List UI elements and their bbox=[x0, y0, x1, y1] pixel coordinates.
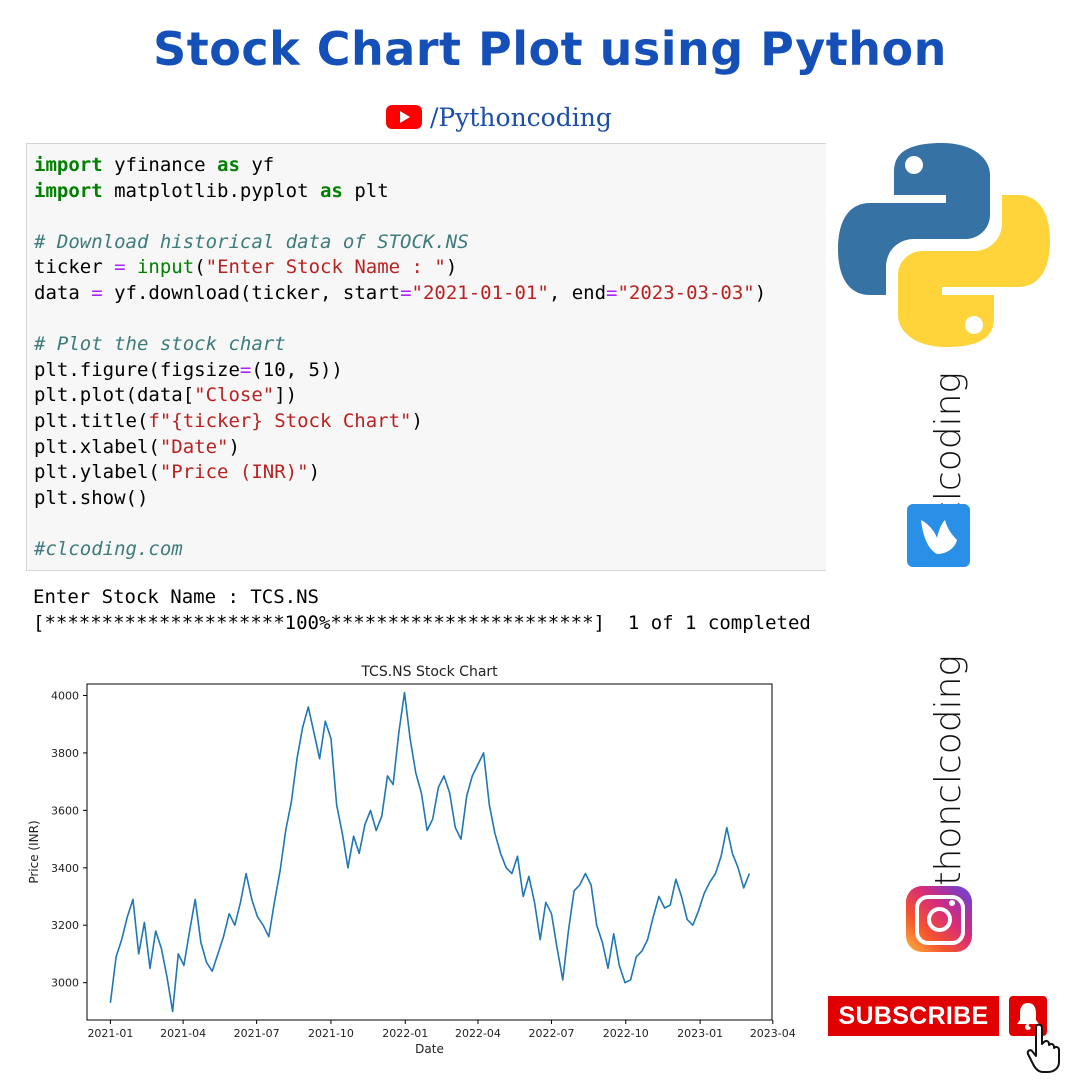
y-tick-label: 3800 bbox=[51, 747, 79, 760]
page-title: Stock Chart Plot using Python bbox=[153, 22, 947, 76]
code-line: import yfinance as yf bbox=[34, 154, 275, 176]
code-line: #clcoding.com bbox=[34, 537, 183, 560]
code-line: plt.ylabel("Price (INR)") bbox=[34, 461, 321, 484]
code-line: # Plot the stock chart bbox=[34, 333, 286, 356]
y-tick-label: 3200 bbox=[51, 919, 79, 932]
code-line: ticker = input("Enter Stock Name : ") bbox=[34, 256, 458, 279]
input-prompt-line: Enter Stock Name : TCS.NS bbox=[33, 586, 319, 608]
x-tick-label: 2022-07 bbox=[528, 1027, 574, 1040]
code-line: plt.figure(figsize=(10, 5)) bbox=[34, 358, 343, 381]
code-line: plt.show() bbox=[34, 486, 149, 509]
y-tick-label: 3600 bbox=[51, 804, 79, 817]
code-line: plt.title(f"{ticker} Stock Chart") bbox=[34, 409, 423, 432]
x-tick-label: 2022-01 bbox=[382, 1027, 428, 1040]
x-tick-label: 2021-04 bbox=[160, 1027, 206, 1040]
y-tick-label: 3000 bbox=[51, 977, 79, 990]
x-tick-label: 2021-10 bbox=[308, 1027, 354, 1040]
x-tick-label: 2022-04 bbox=[455, 1027, 501, 1040]
y-tick-label: 3400 bbox=[51, 862, 79, 875]
x-axis-label: Date bbox=[415, 1042, 444, 1056]
instagram-icon[interactable] bbox=[906, 886, 972, 952]
x-tick-label: 2021-07 bbox=[234, 1027, 280, 1040]
code-line: data = yf.download(ticker, start="2021-0… bbox=[34, 281, 767, 304]
y-axis-label: Price (INR) bbox=[27, 820, 41, 883]
chart-background bbox=[14, 650, 814, 1065]
youtube-handle: /Pythoncoding bbox=[430, 102, 612, 132]
y-tick-label: 4000 bbox=[51, 689, 79, 702]
code-line: # Download historical data of STOCK.NS bbox=[34, 230, 469, 253]
progress-line: [*********************100%**************… bbox=[33, 612, 811, 634]
subscribe-button[interactable]: SUBSCRIBE bbox=[828, 996, 999, 1036]
x-tick-label: 2021-01 bbox=[87, 1027, 133, 1040]
bird-logo-icon bbox=[907, 504, 970, 567]
youtube-channel-link[interactable]: /Pythoncoding bbox=[386, 100, 612, 134]
code-cell[interactable]: import yfinance as yf import matplotlib.… bbox=[26, 143, 826, 571]
code-line: import matplotlib.pyplot as plt bbox=[34, 179, 389, 202]
cell-output: Enter Stock Name : TCS.NS [*************… bbox=[33, 584, 811, 636]
x-tick-label: 2023-04 bbox=[750, 1027, 796, 1040]
hand-pointer-icon bbox=[1026, 1022, 1060, 1073]
x-tick-label: 2023-01 bbox=[677, 1027, 723, 1040]
bell-icon bbox=[1017, 1003, 1039, 1030]
stock-line-chart: TCS.NS Stock Chart 3000 3200 3400 3600 3800 40… bbox=[14, 650, 814, 1065]
python-logo bbox=[838, 143, 1050, 347]
code-block: import yfinance as yf import matplotlib.… bbox=[34, 153, 766, 563]
code-line: plt.xlabel("Date") bbox=[34, 435, 240, 458]
x-tick-label: 2022-10 bbox=[603, 1027, 649, 1040]
chart-title: TCS.NS Stock Chart bbox=[360, 664, 498, 680]
clcoding-brand-text: clcoding bbox=[928, 372, 969, 521]
close-price-line bbox=[109, 691, 751, 1013]
youtube-icon bbox=[386, 105, 422, 129]
plot-frame bbox=[86, 683, 773, 1021]
code-line: plt.plot(data["Close"]) bbox=[34, 384, 298, 407]
